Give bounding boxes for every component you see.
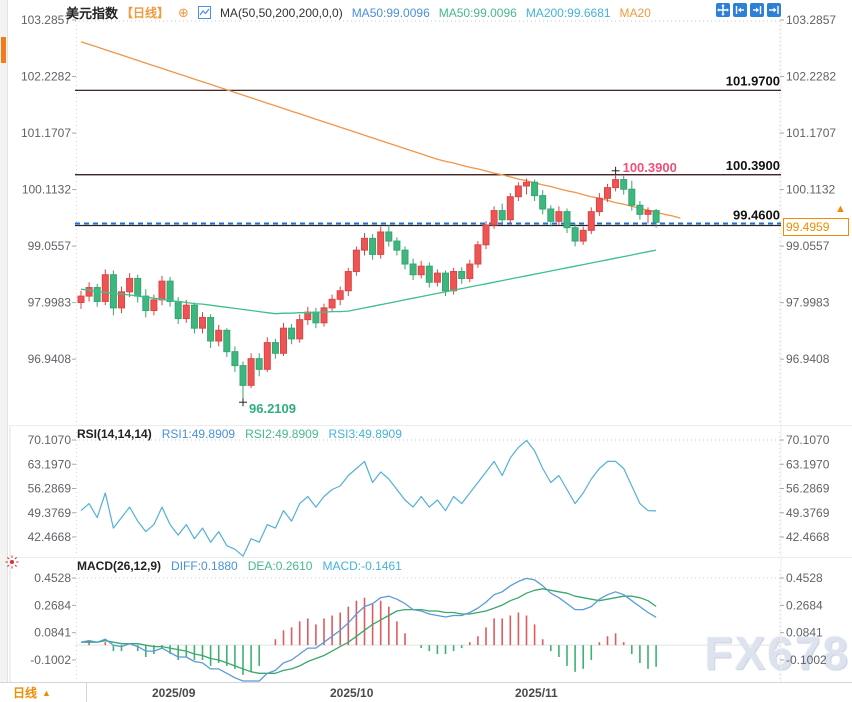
macd-header: MACD(26,12,9) DIFF:0.1880 DEA:0.2610 MAC… <box>77 559 402 573</box>
high-annotation-label: 100.3900 <box>623 160 677 175</box>
rsi-axis-label: 63.1970 <box>786 457 830 471</box>
price-axis-label: 97.9983 <box>786 296 830 310</box>
macd-axis-label: 0.0841 <box>34 626 71 640</box>
price-axis-label: 96.9408 <box>28 352 72 366</box>
price-axis-label: 101.1707 <box>21 126 71 140</box>
dea-value: DEA:0.2610 <box>247 559 313 573</box>
price-axis-label: 96.9408 <box>786 352 830 366</box>
period-expand-icon: ▲ <box>42 687 51 698</box>
date-label: 2025/11 <box>515 686 558 700</box>
price-up-arrow: ▲ <box>835 203 846 215</box>
rsi-title[interactable]: RSI(14,14,14) <box>77 427 152 441</box>
ma-settings-label[interactable]: MA(50,50,200,200,0,0) <box>219 5 343 20</box>
macd-axis-label: 0.2684 <box>786 598 823 612</box>
chart-toolbar <box>716 3 781 17</box>
diff-value: DIFF:0.1880 <box>171 559 238 573</box>
price-axis-label: 103.2857 <box>21 13 71 27</box>
alert-sun-icon[interactable] <box>4 554 20 570</box>
price-axis-label: 103.2857 <box>786 13 836 27</box>
pan-left-icon[interactable] <box>733 3 747 17</box>
price-line-label: 100.3900 <box>726 158 780 173</box>
macd-axis-label: 0.2684 <box>34 598 71 612</box>
rsi-axis-label: 49.3769 <box>786 506 830 520</box>
timeline-bar[interactable]: 日线 ▲ 2025/09 2025/10 2025/11 <box>0 682 852 702</box>
macd-axis-label: 0.4528 <box>34 571 71 585</box>
price-axis-label: 99.0557 <box>28 239 72 253</box>
pan-right-icon[interactable] <box>750 3 764 17</box>
period-selector[interactable]: 日线 ▲ <box>0 683 87 702</box>
main-chart-header: 美元指数 【日线】 ⊕ MA(50,50,200,200,0,0) MA50:9… <box>66 3 651 22</box>
rsi-axis-label: 49.3769 <box>28 506 72 520</box>
symbol-title: 美元指数 <box>66 6 119 21</box>
candlestick-series <box>77 174 660 399</box>
ma50-value-blue: MA50:99.0096 <box>351 5 430 20</box>
macd-axis-label: 0.0841 <box>786 626 823 640</box>
rsi-axis-label: 56.2869 <box>786 482 830 496</box>
price-axis-label: 101.1707 <box>786 126 836 140</box>
ma50-value-green: MA50:99.0096 <box>438 5 517 20</box>
add-indicator-icon[interactable]: ⊕ <box>178 5 189 20</box>
rsi-axis-label: 42.4668 <box>28 530 72 544</box>
price-axis-label: 102.2282 <box>786 70 836 84</box>
rsi-axis-label: 63.1970 <box>28 457 72 471</box>
current-price-tag: 99.4959 <box>783 218 849 236</box>
macd-axis-label: -0.1002 <box>30 653 71 667</box>
price-line-label: 99.4600 <box>733 207 780 222</box>
rsi2-value: RSI2:49.8909 <box>245 427 319 441</box>
price-axis-label: 100.1132 <box>22 183 71 197</box>
low-annotation-label: 96.2109 <box>249 401 296 416</box>
rsi1-value: RSI1:49.8909 <box>161 427 236 441</box>
price-axis-label: 100.1132 <box>786 183 835 197</box>
date-label: 2025/09 <box>152 686 196 700</box>
price-line-label: 101.9700 <box>726 73 780 88</box>
rsi-header: RSI(14,14,14) RSI1:49.8909 RSI2:49.8909 … <box>77 427 402 441</box>
macd-value: MACD:-0.1461 <box>322 559 402 573</box>
chart-type-icon[interactable] <box>197 6 211 19</box>
ma200-value: MA200:99.6681 <box>525 5 611 20</box>
rsi-axis-label: 56.2869 <box>28 482 72 496</box>
price-axis-label: 99.0557 <box>786 239 830 253</box>
period-label: 日线 <box>13 686 38 700</box>
strip-scroll-thumb[interactable] <box>1 37 6 63</box>
jump-to-latest-icon[interactable] <box>767 3 781 17</box>
watermark: FX678 <box>704 627 850 679</box>
price-axis-label: 102.2282 <box>21 70 71 84</box>
rsi3-value: RSI3:49.8909 <box>328 427 402 441</box>
rsi-axis-label: 70.1070 <box>28 433 72 447</box>
macd-axis-label: -0.1002 <box>786 653 827 667</box>
rsi-axis-label: 42.4668 <box>786 530 830 544</box>
rsi-axis-label: 70.1070 <box>786 433 830 447</box>
macd-title[interactable]: MACD(26,12,9) <box>77 559 162 573</box>
ma20-label: MA20 <box>619 5 651 20</box>
left-toolbar-strip[interactable] <box>0 0 8 683</box>
date-label: 2025/10 <box>330 686 374 700</box>
macd-axis-label: 0.4528 <box>786 571 823 585</box>
price-axis-label: 97.9983 <box>28 296 72 310</box>
period-tag: 【日线】 <box>121 6 170 20</box>
move-tool-icon[interactable] <box>716 3 730 17</box>
